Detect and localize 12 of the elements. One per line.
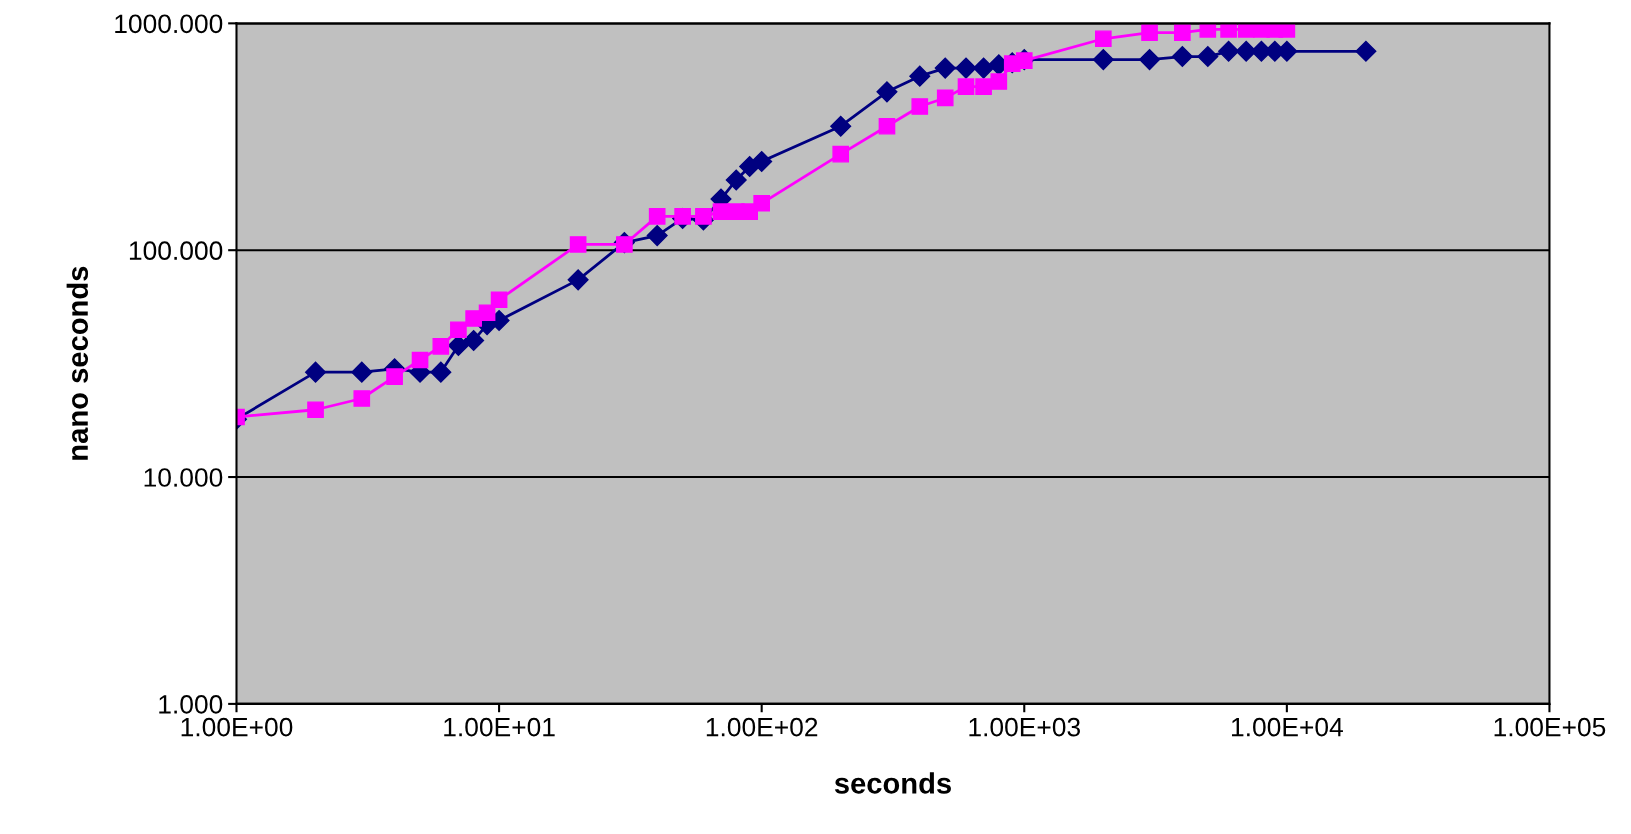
y-tick-label: 1000.000 [115,14,223,34]
x-tick-label: 1.00E+04 [1232,717,1343,737]
x-tick-label: 1.00E+03 [969,717,1080,737]
x-tick-label: 1.00E+00 [181,717,293,737]
y-tick-label: 10.000 [144,468,223,487]
x-tick-label: 1.00E+01 [444,717,555,737]
y-tick-label: 100.000 [129,241,223,261]
x-tick-label: 1.00E+05 [1494,717,1606,737]
y-tick-label: 1.000 [159,695,223,714]
y-axis-title: nano seconds [66,266,89,460]
x-tick-label: 1.00E+02 [706,717,818,737]
x-axis-title: seconds [834,772,951,794]
